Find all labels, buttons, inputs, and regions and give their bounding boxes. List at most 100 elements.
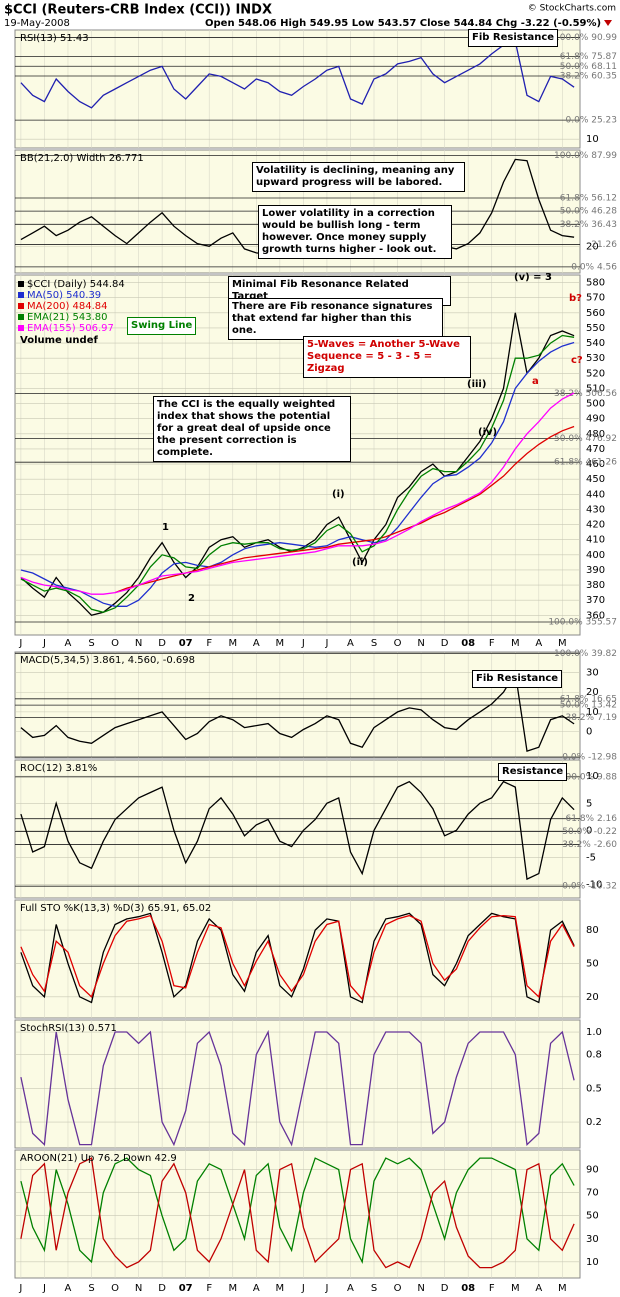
legend-swatch	[18, 303, 24, 309]
panel	[14, 1019, 581, 1149]
legend-swatch	[18, 281, 24, 287]
y-tick-label: 0.8	[586, 1050, 602, 1061]
x-tick-label: O	[394, 1283, 402, 1294]
x-tick-label: S	[88, 638, 94, 649]
legend-swatch	[18, 325, 24, 331]
y-tick-label: 20	[586, 687, 599, 698]
legend-label: MA(200) 484.84	[27, 301, 108, 312]
y-tick-label: 80	[586, 925, 599, 936]
annotation: (iv)	[478, 427, 498, 438]
panel-title: ROC(12) 3.81%	[20, 763, 97, 774]
panel	[14, 29, 581, 149]
annotation: c?	[571, 355, 583, 366]
y-tick-label: 20	[586, 241, 599, 252]
panel-title: AROON(21) Up 76.2 Down 42.9	[20, 1153, 177, 1164]
series-line	[20, 1157, 575, 1265]
x-tick-label: A	[65, 1283, 72, 1294]
x-tick-label: J	[301, 638, 305, 649]
panel-title: BB(21,2.0) Width 26.771	[20, 153, 144, 164]
x-tick-label: J	[324, 638, 328, 649]
x-tick-label: M	[511, 638, 520, 649]
y-tick-label: -5	[586, 852, 596, 863]
panel-title: MACD(5,34,5) 3.861, 4.560, -0.698	[20, 655, 195, 666]
x-tick-label: F	[206, 1283, 212, 1294]
y-tick-label: 580	[586, 278, 605, 289]
symbol: $CCI (Reuters-CRB Index (CCI)) INDX	[4, 3, 272, 18]
x-tick-label: S	[371, 638, 377, 649]
x-tick-label: J	[42, 638, 46, 649]
level-label: 38.2% 7.19	[566, 713, 618, 723]
x-tick-label: O	[394, 638, 402, 649]
y-tick-label: 470	[586, 444, 605, 455]
annotation: Swing Line	[127, 317, 197, 335]
x-tick-label: A	[347, 638, 354, 649]
series-line	[20, 1157, 575, 1269]
y-tick-label: 90	[586, 1165, 599, 1176]
annotation: 1	[162, 522, 169, 533]
y-tick-label: 550	[586, 323, 605, 334]
x-tick-label: S	[88, 1283, 94, 1294]
legend-label: EMA(155) 506.97	[27, 323, 114, 334]
y-tick-label: 10	[586, 1257, 599, 1268]
level-label: 38.2% 60.35	[560, 72, 617, 82]
y-tick-label: 400	[586, 550, 605, 561]
y-tick-label: 0.5	[586, 1083, 602, 1094]
x-tick-label: A	[535, 638, 542, 649]
annotation: Lower volatility in a correction would b…	[258, 205, 452, 259]
y-tick-label: 410	[586, 535, 605, 546]
level-label: 61.8% 16.65	[560, 694, 617, 704]
x-tick-label: M	[276, 1283, 285, 1294]
x-tick-label: D	[441, 638, 449, 649]
y-tick-label: 50	[586, 1211, 599, 1222]
panel-title: Full STO %K(13,3) %D(3) 65.91, 65.02	[20, 903, 211, 914]
y-tick-label: 20	[586, 992, 599, 1003]
y-tick-label: 390	[586, 565, 605, 576]
y-tick-label: 70	[586, 1188, 599, 1199]
level-label: 0.0% 4.56	[571, 262, 617, 272]
y-tick-label: 360	[586, 610, 605, 621]
annotation: The CCI is the equally weighted index th…	[153, 396, 351, 462]
x-tick-label: 08	[461, 638, 475, 649]
annotation: (ii)	[352, 557, 368, 568]
level-label: 61.8% 56.12	[560, 193, 617, 203]
quote: Open 548.06 High 549.95 Low 543.57 Close…	[205, 18, 601, 29]
series-line	[20, 40, 575, 109]
x-tick-label: O	[111, 1283, 119, 1294]
annotation: There are Fib resonance signatures that …	[228, 298, 443, 340]
date: 19-May-2008	[4, 18, 70, 29]
y-tick-label: -10	[586, 879, 602, 890]
annotation: Resistance	[498, 763, 568, 781]
level-label: 100.0% 39.82	[554, 649, 617, 659]
level-label: 21.26	[591, 240, 617, 250]
y-tick-label: 380	[586, 580, 605, 591]
y-tick-label: 0	[586, 825, 592, 836]
x-tick-label: 08	[461, 1283, 475, 1294]
x-tick-label: M	[228, 1283, 237, 1294]
x-tick-label: D	[441, 1283, 449, 1294]
x-tick-label: F	[489, 1283, 495, 1294]
down-arrow	[604, 20, 612, 26]
x-tick-label: O	[111, 638, 119, 649]
legend-label: EMA(21) 543.80	[27, 312, 107, 323]
y-tick-label: 10	[586, 134, 599, 145]
legend-label: $CCI (Daily) 544.84	[27, 279, 125, 290]
x-tick-label: N	[417, 1283, 424, 1294]
level-label: 100.0% 90.99	[554, 33, 617, 43]
annotation: (v) = 3	[514, 272, 552, 283]
x-tick-label: J	[301, 1283, 305, 1294]
x-tick-label: J	[18, 1283, 22, 1294]
level-label: 38.2% 36.43	[560, 220, 617, 230]
annotation: Fib Resistance	[472, 670, 563, 688]
y-tick-label: 500	[586, 399, 605, 410]
level-label: 100.0% 9.88	[560, 772, 617, 782]
y-tick-label: 490	[586, 414, 605, 425]
y-tick-label: 420	[586, 520, 605, 531]
y-tick-label: 540	[586, 338, 605, 349]
x-tick-label: J	[324, 1283, 328, 1294]
source: © StockCharts.com	[528, 4, 616, 14]
y-tick-label: 50	[586, 958, 599, 969]
level-label: 0.0% -12.98	[562, 752, 617, 762]
y-tick-label: 450	[586, 474, 605, 485]
y-tick-label: 10	[586, 707, 599, 718]
